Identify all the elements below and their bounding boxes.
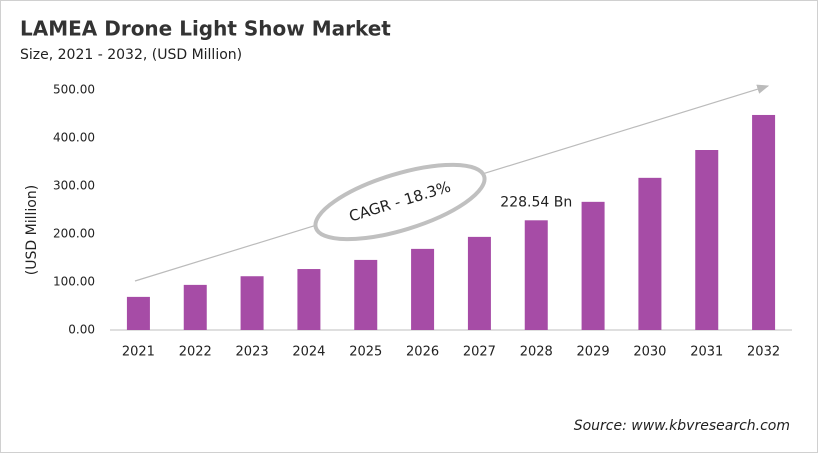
- y-tick-label: 100.00: [53, 275, 95, 289]
- y-axis-label: (USD Million): [24, 185, 40, 275]
- x-tick-label: 2029: [577, 345, 610, 360]
- x-tick-label: 2021: [122, 345, 155, 360]
- x-tick-label: 2026: [406, 345, 439, 360]
- bar: [695, 150, 719, 330]
- x-tick-label: 2030: [633, 345, 666, 360]
- y-tick-label: 500.00: [53, 83, 95, 97]
- bar: [297, 269, 321, 330]
- bar: [411, 248, 435, 330]
- bar: [240, 276, 264, 330]
- y-tick-label: 200.00: [53, 227, 95, 241]
- bar: [638, 177, 662, 330]
- bar: [126, 296, 150, 330]
- y-tick-label: 300.00: [53, 179, 95, 193]
- x-tick-label: 2023: [236, 345, 269, 360]
- source: Source: www.kbvresearch.com: [574, 418, 790, 434]
- y-tick-label: 0.00: [68, 323, 95, 337]
- x-tick-label: 2032: [747, 345, 780, 360]
- x-tick-label: 2024: [292, 345, 325, 360]
- bar: [354, 259, 378, 330]
- x-tick-label: 2025: [349, 345, 382, 360]
- value-label: 228.54 Bn: [500, 194, 572, 210]
- x-tick-label: 2031: [690, 345, 723, 360]
- y-tick-label: 400.00: [53, 131, 95, 145]
- x-tick-label: 2028: [520, 345, 553, 360]
- bar: [183, 284, 207, 330]
- bar: [467, 236, 491, 330]
- chart-subtitle: Size, 2021 - 2032, (USD Million): [20, 47, 242, 63]
- x-tick-label: 2022: [179, 345, 212, 360]
- bar: [581, 201, 605, 330]
- x-tick-label: 2027: [463, 345, 496, 360]
- bar: [752, 114, 776, 331]
- bar: [524, 220, 548, 330]
- cagr-ellipse: [313, 162, 487, 242]
- chart-title: LAMEA Drone Light Show Market: [20, 17, 391, 41]
